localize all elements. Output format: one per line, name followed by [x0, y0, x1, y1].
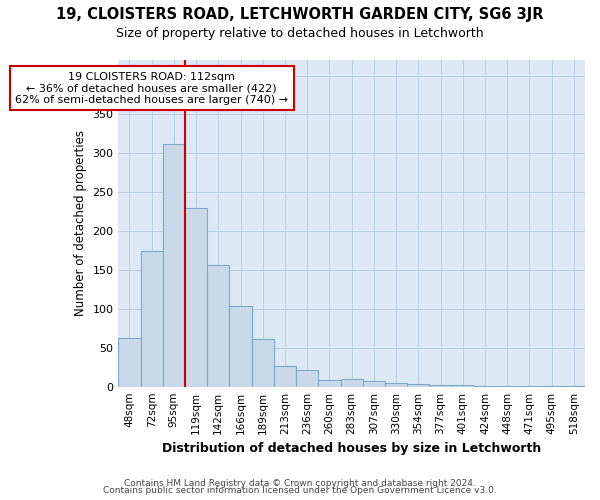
Bar [319, 380, 341, 386]
Bar [296, 370, 319, 386]
Bar [341, 379, 363, 386]
Text: Contains public sector information licensed under the Open Government Licence v3: Contains public sector information licen… [103, 486, 497, 495]
Bar [163, 144, 185, 386]
Y-axis label: Number of detached properties: Number of detached properties [74, 130, 87, 316]
Text: 19 CLOISTERS ROAD: 112sqm
← 36% of detached houses are smaller (422)
62% of semi: 19 CLOISTERS ROAD: 112sqm ← 36% of detac… [15, 72, 288, 105]
Bar [407, 384, 430, 386]
Bar [140, 250, 163, 386]
Text: Contains HM Land Registry data © Crown copyright and database right 2024.: Contains HM Land Registry data © Crown c… [124, 478, 476, 488]
Bar [452, 385, 474, 386]
X-axis label: Distribution of detached houses by size in Letchworth: Distribution of detached houses by size … [162, 442, 541, 455]
Bar [229, 306, 251, 386]
Bar [185, 208, 207, 386]
Bar [118, 338, 140, 386]
Text: Size of property relative to detached houses in Letchworth: Size of property relative to detached ho… [116, 28, 484, 40]
Bar [430, 385, 452, 386]
Bar [385, 383, 407, 386]
Bar [274, 366, 296, 386]
Bar [207, 264, 229, 386]
Bar [363, 381, 385, 386]
Bar [251, 339, 274, 386]
Text: 19, CLOISTERS ROAD, LETCHWORTH GARDEN CITY, SG6 3JR: 19, CLOISTERS ROAD, LETCHWORTH GARDEN CI… [56, 8, 544, 22]
